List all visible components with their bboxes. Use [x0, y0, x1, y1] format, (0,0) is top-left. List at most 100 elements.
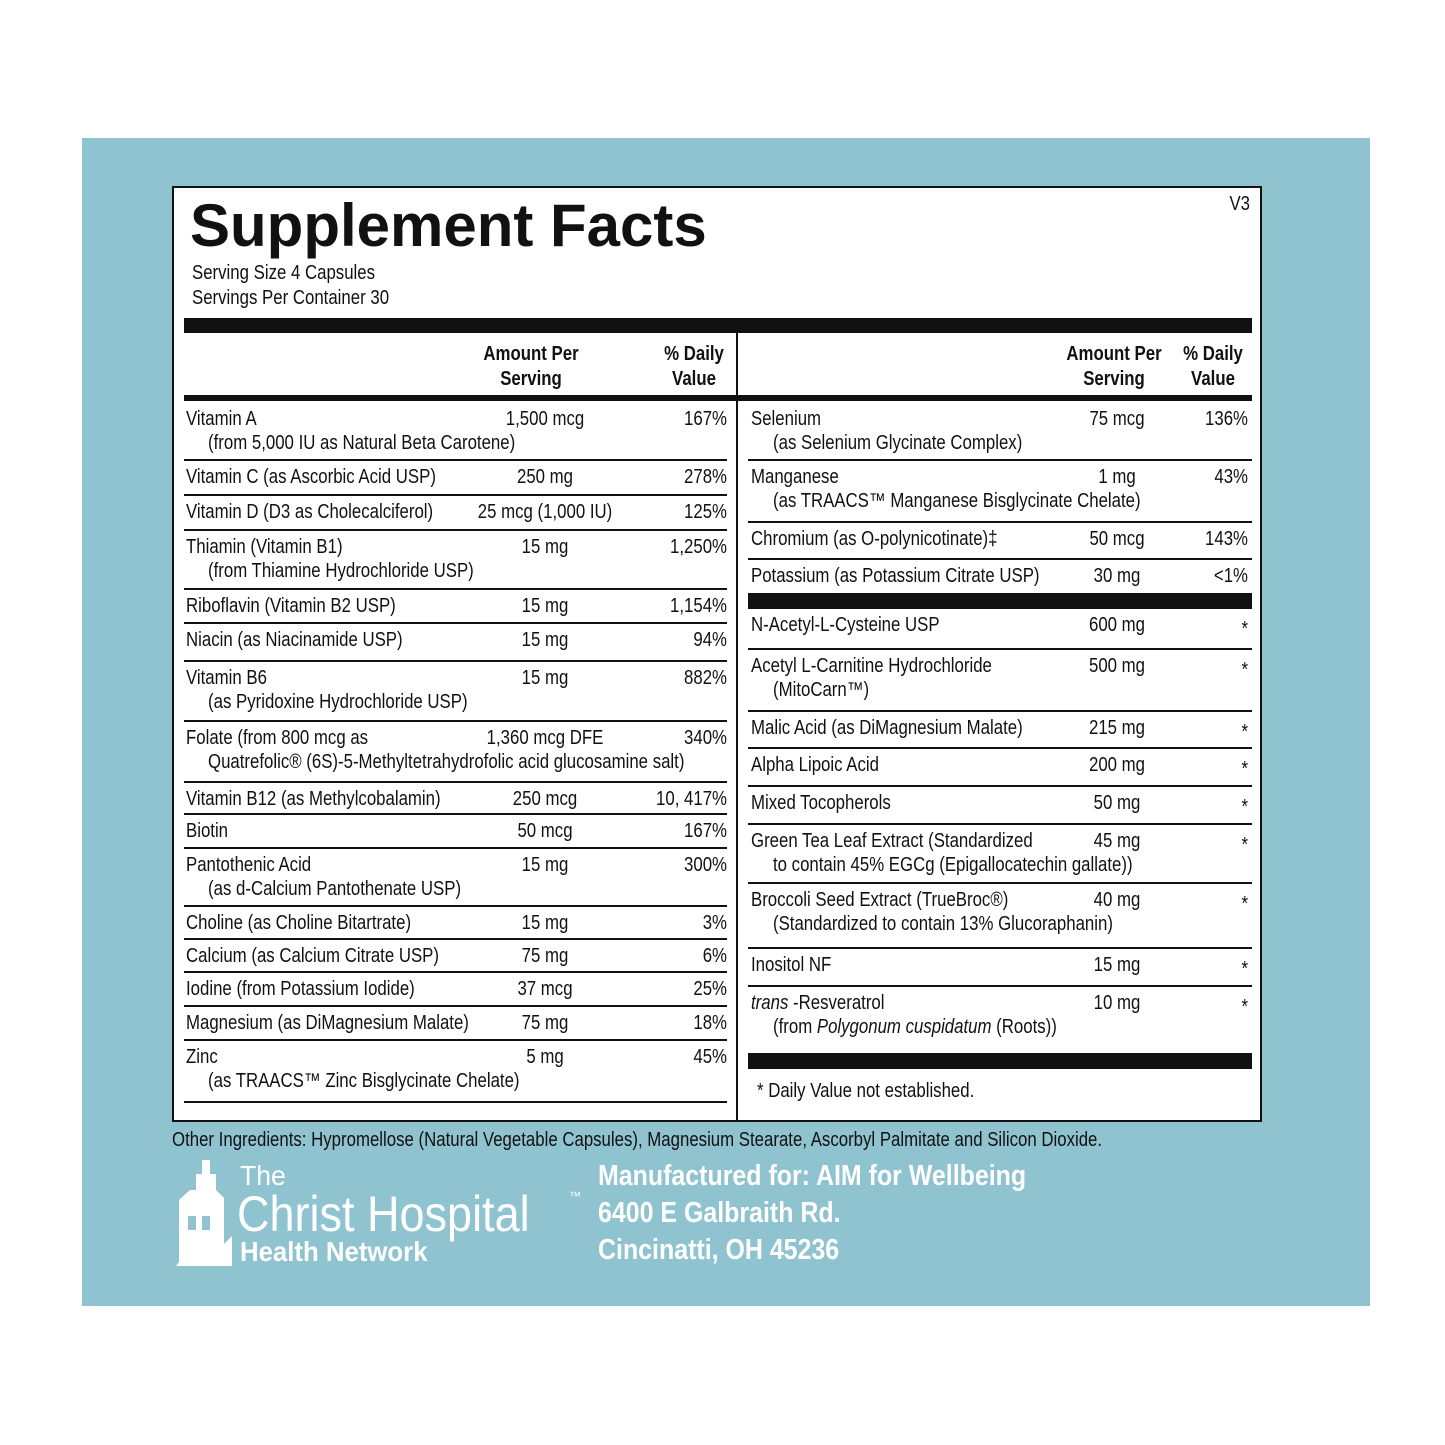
nutrient-name: Acetyl L-Carnitine Hydrochloride: [751, 655, 992, 677]
daily-value: 125%: [684, 501, 727, 523]
nutrient-name: Vitamin A: [186, 408, 257, 430]
amount: 15 mg: [1093, 954, 1141, 976]
row-rule: [748, 648, 1252, 650]
text-part: (Roots)): [991, 1016, 1057, 1038]
nutrient-source: (as Pyridoxine Hydrochloride USP): [208, 691, 468, 713]
nutrient-name: Vitamin D (D3 as Cholecalciferol): [186, 501, 434, 523]
amount: 600 mg: [1088, 614, 1146, 636]
row-rule: [184, 720, 727, 722]
amount: 15 mg: [521, 629, 569, 651]
row-rule: [184, 781, 727, 783]
nutrient-name: Manganese: [751, 466, 839, 488]
daily-value: 94%: [693, 629, 727, 651]
row-rule: [184, 1101, 727, 1103]
thick-bar: [184, 318, 1252, 333]
amount: 1 mg: [1098, 466, 1136, 488]
nutrient-source: Quatrefolic® (6S)-5-Methyltetrahydrofoli…: [208, 751, 685, 773]
nutrient-name: trans -Resveratrol: [751, 991, 885, 1015]
column-header: Value: [672, 368, 716, 390]
nutrient-name: Alpha Lipoic Acid: [751, 754, 879, 776]
text-part: -Resveratrol: [788, 992, 885, 1014]
nutrient-source: (from Thiamine Hydrochloride USP): [208, 560, 474, 582]
amount: 75 mcg: [1089, 408, 1145, 430]
nutrient-name: Riboflavin (Vitamin B2 USP): [186, 595, 396, 617]
serving-info: Servings Per Container 30: [192, 287, 390, 309]
amount: 50 mcg: [517, 820, 573, 842]
column-header: % Daily: [664, 343, 724, 365]
nutrient-source: (Standardized to contain 13% Glucoraphan…: [773, 913, 1113, 935]
nutrient-source: (as d-Calcium Pantothenate USP): [208, 878, 462, 900]
daily-value: 3%: [702, 912, 727, 934]
daily-value: 300%: [684, 854, 727, 876]
text-part: trans: [751, 992, 789, 1014]
row-rule: [748, 882, 1252, 884]
amount: 500 mg: [1088, 655, 1146, 677]
daily-value: 136%: [1205, 408, 1248, 430]
amount: 15 mg: [521, 595, 569, 617]
row-rule: [748, 521, 1252, 523]
row-rule: [184, 847, 727, 849]
daily-value: *: [1241, 796, 1248, 818]
nutrient-source: (from 5,000 IU as Natural Beta Carotene): [208, 432, 516, 454]
daily-value: <1%: [1213, 565, 1248, 587]
amount: 50 mcg: [1089, 528, 1145, 550]
version: V3: [1229, 193, 1250, 215]
daily-value: *: [1241, 758, 1248, 780]
nutrient-source: (from Polygonum cuspidatum (Roots)): [773, 1015, 1057, 1039]
row-rule: [184, 813, 727, 815]
row-rule: [184, 1005, 727, 1007]
manufacturer: Cincinatti, OH 45236: [598, 1233, 840, 1266]
manufacturer: Manufactured for: AIM for Wellbeing: [598, 1159, 1027, 1192]
nutrient-name: Chromium (as O-polynicotinate)‡: [751, 528, 998, 550]
column-header: % Daily: [1183, 343, 1243, 365]
row-rule: [184, 1039, 727, 1041]
row-rule: [184, 660, 727, 662]
row-rule: [748, 747, 1252, 749]
amount: 1,500 mcg: [505, 408, 585, 430]
daily-value: 1,154%: [670, 595, 727, 617]
row-rule: [748, 823, 1252, 825]
row-rule: [748, 947, 1252, 949]
amount: 15 mg: [521, 536, 569, 558]
amount: 75 mg: [521, 1012, 569, 1034]
row-rule: [184, 905, 727, 907]
logo-text: Health Network: [240, 1236, 428, 1267]
nutrient-name: Malic Acid (as DiMagnesium Malate): [751, 717, 1023, 739]
row-rule: [748, 985, 1252, 987]
section-bar: [748, 1053, 1252, 1069]
section-bar: [748, 593, 1252, 609]
nutrient-name: Vitamin C (as Ascorbic Acid USP): [186, 466, 436, 488]
daily-value: 340%: [684, 727, 727, 749]
nutrient-name: Niacin (as Niacinamide USP): [186, 629, 403, 651]
row-rule: [748, 558, 1252, 560]
daily-value: *: [1241, 721, 1248, 743]
amount: 10 mg: [1093, 992, 1141, 1014]
amount: 30 mg: [1093, 565, 1141, 587]
nutrient-name: Choline (as Choline Bitartrate): [186, 912, 412, 934]
daily-value: 43%: [1214, 466, 1248, 488]
nutrient-name: Potassium (as Potassium Citrate USP): [751, 565, 1040, 587]
nutrient-name: Green Tea Leaf Extract (Standardized: [751, 830, 1033, 852]
daily-value: *: [1241, 893, 1248, 915]
daily-value: 45%: [693, 1046, 727, 1068]
logo-icon: [176, 1160, 232, 1266]
nutrient-name: Iodine (from Potassium Iodide): [186, 978, 415, 1000]
nutrient-name: Biotin: [186, 820, 229, 842]
nutrient-name: Thiamin (Vitamin B1): [186, 536, 343, 558]
amount: 15 mg: [521, 854, 569, 876]
amount: 15 mg: [521, 912, 569, 934]
daily-value: *: [1241, 659, 1248, 681]
nutrient-name: Folate (from 800 mcg as: [186, 727, 369, 749]
amount: 75 mg: [521, 945, 569, 967]
nutrient-source: (as TRAACS™ Zinc Bisglycinate Chelate): [208, 1070, 520, 1092]
logo-mark: ™: [569, 1189, 581, 1203]
nutrient-source: (as Selenium Glycinate Complex): [773, 432, 1023, 454]
daily-value: 167%: [684, 408, 727, 430]
nutrient-source: to contain 45% EGCg (Epigallocatechin ga…: [773, 854, 1133, 876]
nutrient-name: Selenium: [751, 408, 822, 430]
amount: 25 mcg (1,000 IU): [477, 501, 613, 523]
amount: 215 mg: [1088, 717, 1146, 739]
amount: 40 mg: [1093, 889, 1141, 911]
daily-value: 6%: [702, 945, 727, 967]
